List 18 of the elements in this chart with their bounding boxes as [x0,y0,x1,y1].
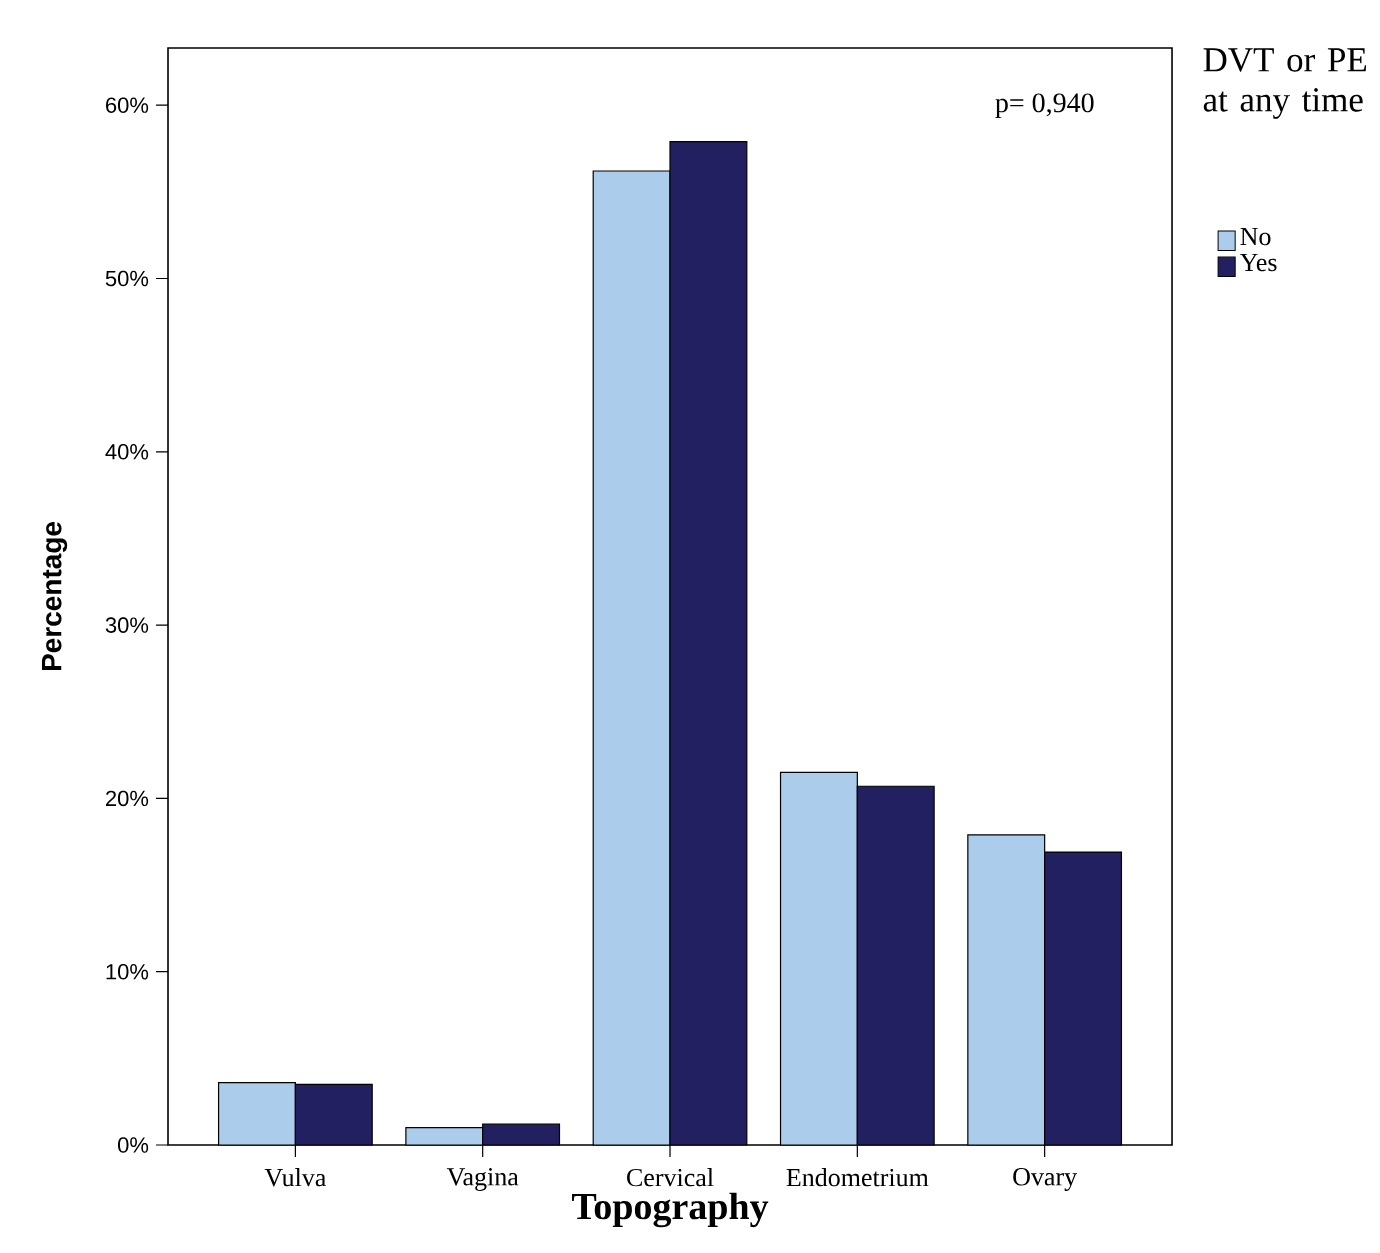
annotation: p= 0,940 [995,93,1094,119]
legend-label: Yes [1239,253,1277,272]
x-tick-label: Vagina [446,1168,519,1191]
y-tick-label: 40% [105,444,149,460]
x-axis-title: Topography [572,1192,769,1228]
x-tick-label: Cervical [627,1168,714,1187]
legend-label: No [1240,227,1271,246]
y-tick-label: 10% [106,963,149,980]
y-tick-label: 0% [117,1137,149,1153]
legend-title: DVT or PE at any time [1203,48,1367,119]
y-axis-title: Percentage [41,521,68,671]
x-tick-label: Ovary [1013,1168,1078,1191]
y-tick-label: 30% [105,617,149,633]
y-tick-label: 60% [106,97,149,113]
y-tick-label: 50% [105,270,149,287]
y-tick-label: 20% [106,790,149,807]
x-tick-label: Endometrium [786,1168,929,1187]
x-tick-label: Vulva [264,1168,327,1187]
